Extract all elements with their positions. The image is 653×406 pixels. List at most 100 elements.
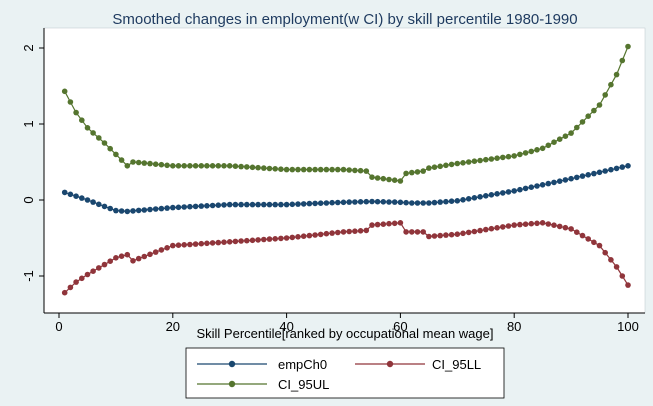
data-point (158, 205, 165, 212)
data-point (568, 130, 574, 136)
legend-box (185, 347, 505, 399)
data-point (61, 88, 68, 95)
data-point (300, 233, 307, 239)
data-point (261, 201, 267, 208)
data-point (124, 251, 131, 258)
data-point (369, 222, 375, 228)
data-point (255, 164, 261, 171)
data-point (357, 167, 364, 174)
data-point (602, 249, 608, 256)
data-point (141, 160, 148, 166)
data-point (198, 203, 205, 209)
data-point (545, 180, 552, 187)
data-point (426, 233, 432, 240)
data-point (135, 207, 142, 214)
data-point (118, 157, 125, 163)
data-point (192, 203, 199, 210)
data-point (369, 174, 375, 180)
data-point (306, 200, 313, 207)
data-point (483, 193, 489, 199)
legend-marker-empCh0 (228, 360, 236, 368)
data-point (397, 199, 404, 206)
data-point (374, 175, 381, 181)
data-point (568, 175, 574, 182)
data-point (346, 199, 353, 205)
data-point (409, 169, 415, 176)
data-point (164, 205, 170, 211)
data-point (494, 155, 500, 161)
data-point (238, 238, 244, 244)
data-point (448, 161, 455, 168)
data-point (124, 163, 131, 169)
data-point (96, 201, 102, 208)
data-point (295, 234, 301, 240)
data-point (113, 254, 119, 261)
data-point (335, 199, 341, 206)
data-point (414, 169, 421, 175)
data-point (471, 158, 478, 164)
data-point (152, 249, 159, 255)
data-point (431, 164, 438, 170)
data-point (625, 163, 631, 169)
data-point (130, 208, 136, 214)
data-point (386, 176, 392, 183)
data-point (591, 239, 597, 246)
data-point (437, 232, 444, 239)
y-tick-label: 0 (21, 196, 36, 203)
data-point (363, 198, 370, 205)
data-point (61, 189, 68, 196)
data-point (300, 166, 307, 173)
data-point (175, 204, 182, 211)
x-axis-ticks: 0 20 40 60 80 100 (55, 313, 639, 334)
y-tick-label: 2 (21, 44, 36, 51)
x-tick-label: 60 (393, 319, 407, 334)
data-point (278, 235, 284, 242)
data-point (608, 257, 614, 263)
data-point (198, 240, 205, 247)
data-point (340, 199, 347, 206)
legend-marker-CI_95LL (386, 360, 394, 368)
data-point (409, 200, 415, 206)
data-point (346, 228, 353, 235)
data-point (84, 125, 91, 131)
data-point (147, 251, 153, 258)
data-point (170, 163, 176, 169)
data-point (505, 223, 512, 229)
data-point (221, 163, 227, 169)
data-point (340, 229, 347, 235)
data-point (403, 170, 409, 177)
data-point (107, 205, 113, 212)
data-point (391, 199, 398, 205)
data-point (130, 258, 136, 264)
data-point (352, 228, 358, 234)
data-point (135, 255, 142, 262)
data-point (477, 227, 483, 234)
data-point (551, 179, 557, 186)
data-point (619, 57, 626, 64)
data-point (397, 178, 404, 184)
data-point (568, 226, 574, 232)
data-point (471, 195, 478, 201)
data-point (232, 163, 239, 169)
data-point (209, 240, 216, 246)
data-point (585, 172, 591, 178)
data-point (443, 198, 449, 205)
data-point (511, 153, 517, 159)
data-point (613, 165, 620, 172)
data-point (244, 201, 250, 208)
series-layer (61, 43, 631, 296)
data-point (204, 240, 210, 247)
data-point (255, 237, 261, 243)
data-point (249, 201, 256, 208)
data-point (221, 202, 227, 208)
data-point (90, 199, 96, 205)
data-point (96, 265, 102, 271)
data-point (483, 226, 489, 233)
data-point (181, 204, 187, 210)
data-point (391, 177, 398, 183)
data-point (386, 220, 392, 227)
data-point (613, 264, 620, 270)
data-point (73, 193, 79, 199)
data-point (278, 201, 284, 208)
